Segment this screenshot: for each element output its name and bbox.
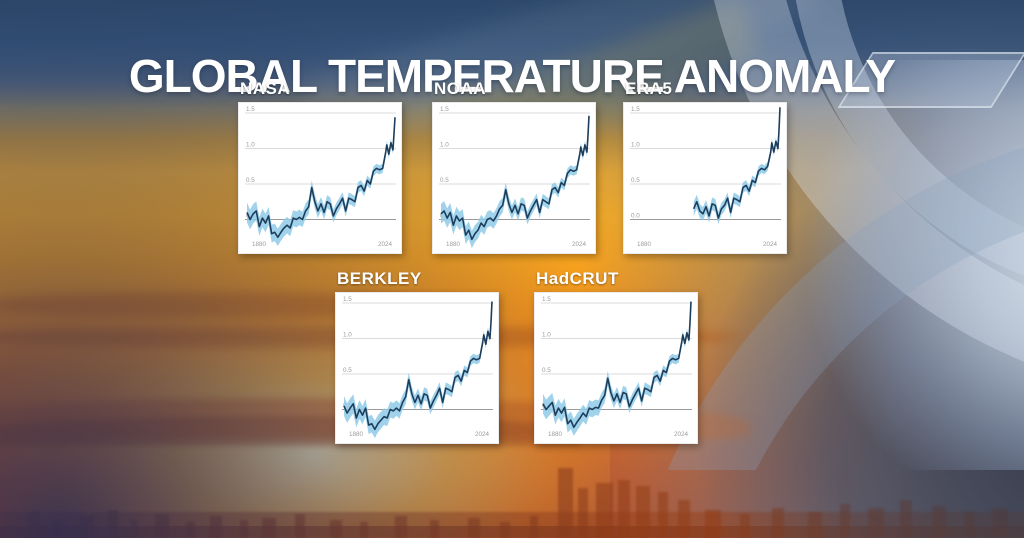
building-silhouette xyxy=(868,508,884,538)
y-axis-tick: 1.0 xyxy=(246,142,255,149)
x-axis-tick: 2024 xyxy=(378,241,393,248)
x-axis-tick: 2024 xyxy=(674,431,689,438)
uncertainty-band xyxy=(543,298,691,436)
chart-label: HadCRUT xyxy=(536,269,619,288)
building-silhouette xyxy=(618,480,630,538)
y-axis-tick: 1.0 xyxy=(631,142,640,149)
uncertainty-band xyxy=(693,103,780,225)
chart-label: ERA5 xyxy=(625,79,673,98)
building-silhouette xyxy=(840,504,850,538)
building-silhouette xyxy=(992,508,1008,538)
y-axis-tick: 1.5 xyxy=(631,106,640,113)
building-silhouette xyxy=(658,492,668,538)
y-axis-tick: 0.5 xyxy=(246,177,255,184)
x-axis-tick: 1880 xyxy=(252,241,267,248)
y-axis-tick: 0.0 xyxy=(631,213,640,220)
y-axis-tick: 0.5 xyxy=(631,177,640,184)
swoosh-arc xyxy=(790,0,1024,300)
building-silhouette xyxy=(932,506,946,538)
building-silhouette xyxy=(965,512,975,538)
x-axis-tick: 2024 xyxy=(475,431,490,438)
y-axis-tick: 0.5 xyxy=(440,177,449,184)
chart-svg: 1.5 1.0 0.5 0.0 1880 2024 xyxy=(630,103,781,248)
uncertainty-band xyxy=(441,112,589,249)
y-axis-tick: 1.5 xyxy=(440,106,449,113)
chart-label: NASA xyxy=(240,79,291,98)
chart-card-era5: ERA5 1.5 1.0 0.5 0.0 1880 2024 xyxy=(623,79,787,254)
y-axis-tick: 0.5 xyxy=(343,367,352,374)
anomaly-line xyxy=(692,107,781,219)
x-axis-tick: 1880 xyxy=(349,431,364,438)
line-chart: 1.5 1.0 0.5 0.0 1880 2024 xyxy=(623,102,787,254)
y-axis-tick: 1.0 xyxy=(343,332,352,339)
silver-sphere xyxy=(790,60,1024,470)
building-silhouette xyxy=(740,514,750,538)
x-axis-tick: 1880 xyxy=(548,431,563,438)
y-axis-tick: 1.0 xyxy=(440,142,449,149)
building-silhouette xyxy=(900,500,912,538)
building-silhouette xyxy=(636,486,650,538)
chart-label: BERKLEY xyxy=(337,269,422,288)
x-axis-tick: 1880 xyxy=(446,241,461,248)
x-axis-tick: 1880 xyxy=(637,241,652,248)
y-axis-tick: 1.5 xyxy=(246,106,255,113)
anomaly-line xyxy=(343,301,493,431)
y-axis-tick: 1.5 xyxy=(542,296,551,303)
anomaly-line xyxy=(440,115,590,241)
uncertainty-band xyxy=(344,298,492,439)
y-axis-tick: 1.5 xyxy=(343,296,352,303)
x-axis-tick: 2024 xyxy=(572,241,587,248)
building-silhouette xyxy=(808,512,822,538)
anomaly-line xyxy=(246,117,396,239)
building-silhouette xyxy=(772,508,784,538)
building-silhouette xyxy=(705,510,721,538)
building-silhouette xyxy=(678,500,690,538)
anomaly-line xyxy=(542,301,692,429)
y-axis-tick: 0.5 xyxy=(542,367,551,374)
x-axis-tick: 2024 xyxy=(763,241,778,248)
chart-label: NOAA xyxy=(434,79,487,98)
uncertainty-band xyxy=(247,113,395,246)
y-axis-tick: 1.0 xyxy=(542,332,551,339)
page-title: GLOBAL TEMPERATURE ANOMALY xyxy=(128,49,896,102)
